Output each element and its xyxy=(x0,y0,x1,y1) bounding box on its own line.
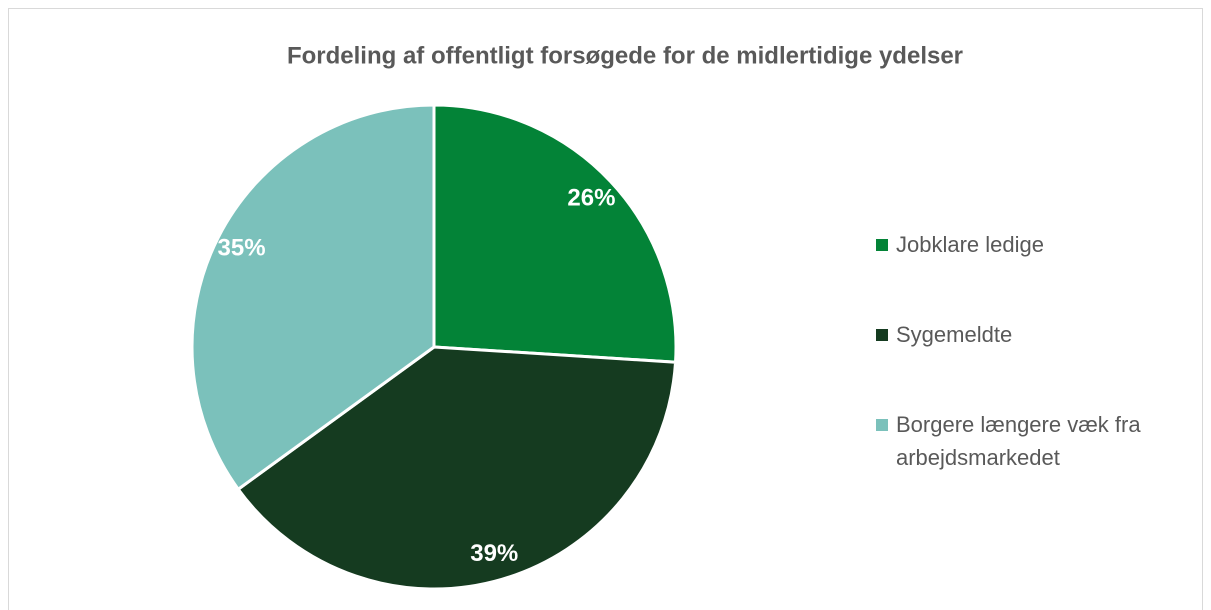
chart-title: Fordeling af offentligt forsøgede for de… xyxy=(287,42,963,69)
data-label: 39% xyxy=(470,540,518,567)
legend-swatch xyxy=(876,239,888,251)
legend-label: Jobklare ledige xyxy=(896,232,1044,257)
legend-item: Sygemeldte xyxy=(872,318,1202,351)
data-label: 26% xyxy=(567,184,615,211)
legend-swatch xyxy=(876,419,888,431)
legend-item: Jobklare ledige xyxy=(872,228,1202,261)
legend-label: Sygemeldte xyxy=(896,322,1013,347)
legend-swatch xyxy=(876,329,888,341)
pie-slice xyxy=(190,103,436,492)
pie-slice xyxy=(432,103,678,364)
pie-slice xyxy=(236,345,678,591)
legend: Jobklare ledige Sygemeldte Borgere længere… xyxy=(872,228,1202,531)
data-label: 35% xyxy=(218,234,266,261)
legend-label: Borgere længere væk fra arbejdsmarkedet xyxy=(896,412,1141,470)
legend-item: Borgere længere væk fra arbejdsmarkedet xyxy=(872,408,1202,474)
